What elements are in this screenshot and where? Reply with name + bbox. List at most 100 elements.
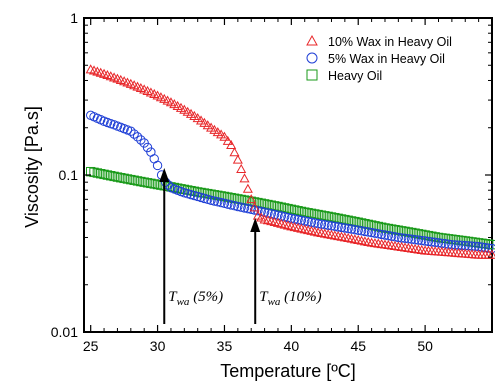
annotations: Twa (5%) Twa (10%)	[159, 168, 322, 324]
data-point	[239, 203, 250, 213]
data-point	[236, 202, 246, 212]
annotation-arrow-head	[250, 218, 261, 232]
data-point	[129, 129, 139, 139]
data-point	[136, 176, 146, 187]
data-point	[99, 169, 109, 180]
data-point	[126, 126, 136, 136]
series-square	[85, 166, 495, 250]
x-tick-label: 35	[217, 338, 233, 354]
data-point	[373, 229, 383, 239]
data-point	[370, 228, 380, 238]
data-point	[219, 198, 230, 209]
data-point	[216, 197, 226, 208]
data-point	[119, 173, 129, 184]
legend-marker	[306, 52, 318, 64]
data-point	[313, 209, 323, 220]
data-point	[126, 174, 136, 185]
legend-label: Heavy Oil	[328, 69, 382, 83]
data-point	[242, 183, 253, 193]
data-point	[89, 167, 99, 178]
data-point	[406, 243, 417, 253]
data-point	[483, 243, 494, 253]
data-point	[116, 173, 126, 183]
data-point	[102, 170, 113, 180]
data-point	[376, 229, 387, 240]
data-point	[336, 222, 347, 233]
data-point	[229, 201, 240, 211]
data-point	[487, 239, 495, 250]
data-point	[236, 163, 247, 174]
data-point	[132, 176, 143, 186]
data-point	[363, 227, 373, 237]
annotation-arrow-head	[159, 168, 170, 182]
y-tick-label: 0.01	[51, 324, 78, 340]
x-tick-label: 25	[83, 338, 99, 354]
data-point	[360, 226, 370, 237]
data-point	[410, 243, 421, 253]
data-point	[132, 132, 143, 142]
data-point	[413, 244, 424, 254]
x-tick-label: 30	[150, 338, 166, 354]
y-tick-label: 0.1	[59, 167, 79, 183]
annotation-label: Twa (5%)	[168, 289, 223, 308]
data-point	[172, 183, 183, 193]
data-point	[320, 211, 330, 221]
legend: 10% Wax in Heavy Oil 5% Wax in Heavy Oil H…	[306, 34, 452, 83]
data-point	[346, 224, 357, 234]
x-tick-label: 45	[350, 338, 366, 354]
legend-label: 5% Wax in Heavy Oil	[328, 52, 445, 66]
data-point	[186, 185, 196, 196]
data-point	[232, 154, 243, 164]
data-point	[417, 235, 427, 246]
x-axis-title: Temperature [ºC]	[220, 361, 356, 381]
data-point	[222, 135, 233, 145]
data-point	[189, 186, 200, 197]
data-point	[142, 178, 153, 188]
x-tick-label: 50	[417, 338, 433, 354]
data-point	[310, 209, 320, 219]
data-point	[152, 160, 163, 171]
data-point	[239, 173, 250, 183]
data-point	[122, 174, 133, 184]
series-triangle	[85, 64, 495, 259]
data-point	[219, 131, 230, 141]
data-point	[213, 197, 223, 207]
legend-marker	[306, 34, 318, 46]
data-point	[350, 224, 360, 235]
data-point	[356, 226, 367, 236]
data-point	[380, 230, 390, 240]
data-point	[249, 202, 260, 212]
data-point	[316, 210, 327, 220]
data-point	[396, 241, 407, 251]
y-axis-title: Viscosity [Pa.s]	[22, 106, 42, 228]
legend-label: 10% Wax in Heavy Oil	[328, 35, 452, 49]
axes-layer: 25 30 35 40 45 50 0.01 0.1 1	[51, 10, 492, 354]
data-point	[112, 172, 123, 182]
data-point	[286, 204, 297, 215]
data-point	[109, 171, 119, 182]
data-point	[427, 231, 437, 241]
data-point	[229, 147, 240, 157]
data-point	[487, 243, 495, 254]
legend-marker	[306, 69, 318, 81]
data-point	[85, 166, 96, 177]
data-point	[366, 227, 377, 238]
data-point	[413, 235, 424, 245]
data-point	[206, 195, 216, 206]
data-point	[129, 175, 139, 185]
data-point	[226, 139, 237, 149]
annotation-label: Twa (10%)	[259, 289, 321, 308]
data-point	[139, 177, 149, 187]
data-point	[226, 200, 236, 210]
data-point	[256, 206, 266, 217]
data-point	[136, 135, 146, 145]
data-point	[416, 244, 427, 254]
data-point	[96, 168, 106, 179]
data-point	[149, 179, 159, 189]
series-circle	[85, 110, 495, 254]
data-point	[193, 187, 203, 197]
data-point	[343, 223, 353, 234]
series-layer	[85, 64, 495, 259]
data-point	[399, 242, 411, 252]
